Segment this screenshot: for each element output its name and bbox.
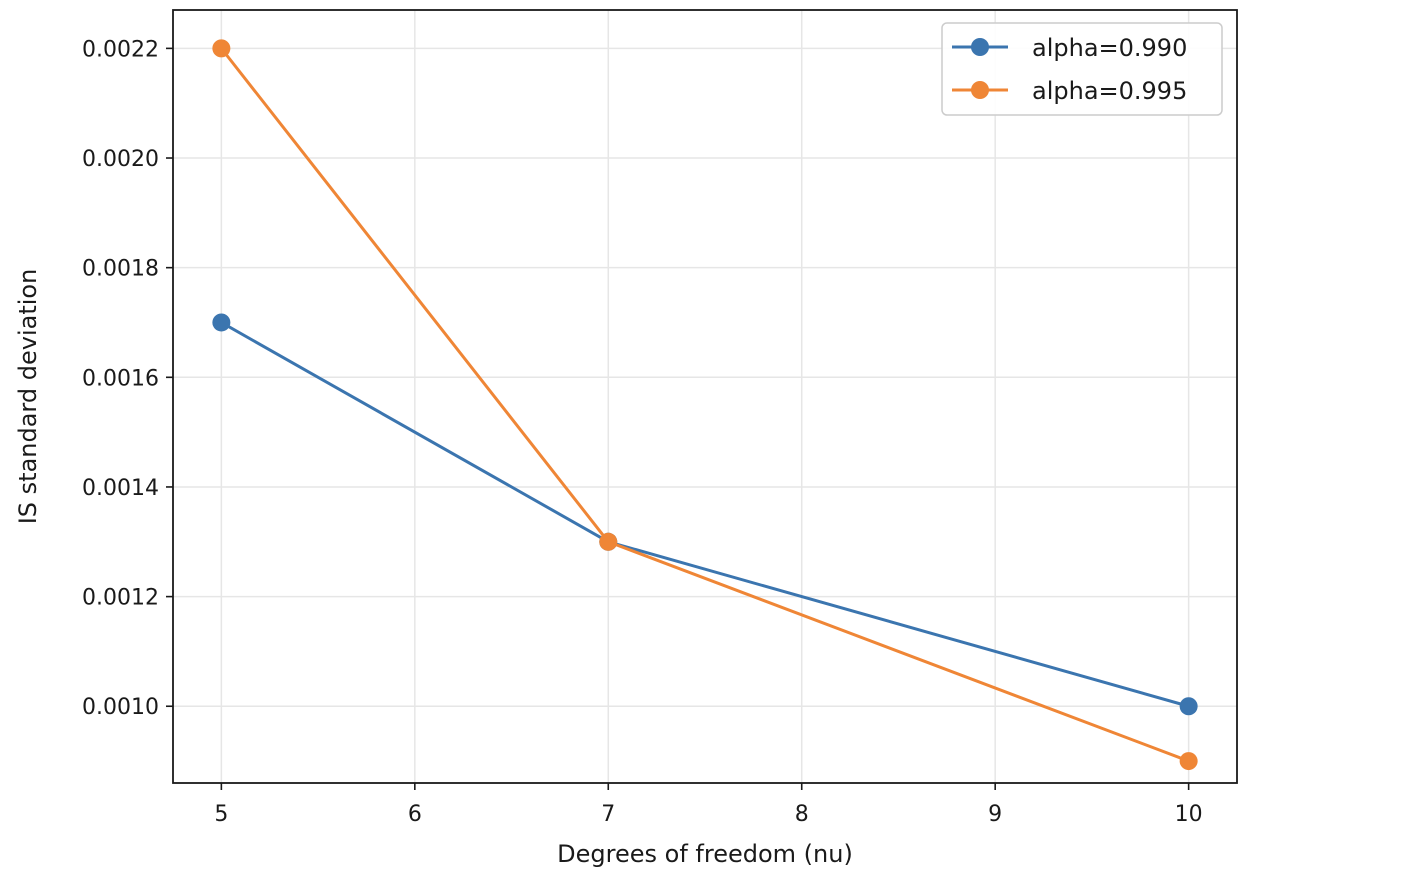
y-tick-label: 0.0022 bbox=[82, 37, 159, 62]
x-tick-label: 8 bbox=[795, 802, 809, 827]
data-point bbox=[212, 313, 231, 332]
x-tick-label: 9 bbox=[988, 802, 1002, 827]
plot-frame bbox=[172, 9, 1238, 784]
x-tick-label: 10 bbox=[1175, 802, 1203, 827]
legend-marker bbox=[971, 38, 989, 56]
y-tick-label: 0.0018 bbox=[82, 257, 159, 282]
y-tick-label: 0.0012 bbox=[82, 586, 159, 611]
data-point bbox=[1179, 697, 1198, 716]
y-tick-label: 0.0020 bbox=[82, 147, 159, 172]
legend-box bbox=[941, 22, 1223, 116]
grid bbox=[173, 10, 1237, 783]
y-tick-label: 0.0010 bbox=[82, 695, 159, 720]
axis-ticks: 5 6 7 8 9 10 0.0010 0.0012 0.0014 0.0016 0.0018 0.0… bbox=[82, 37, 1203, 827]
series-layer bbox=[212, 39, 1198, 771]
y-tick-label: 0.0016 bbox=[82, 366, 159, 391]
legend-label: alpha=0.990 bbox=[1032, 34, 1187, 62]
x-tick-label: 5 bbox=[214, 802, 228, 827]
data-point bbox=[1179, 752, 1198, 771]
legend: alpha=0.990 alpha=0.995 bbox=[941, 22, 1223, 116]
legend-label: alpha=0.995 bbox=[1032, 77, 1187, 105]
x-tick-label: 7 bbox=[601, 802, 615, 827]
y-axis-label: IS standard deviation bbox=[14, 269, 42, 525]
x-tick-label: 6 bbox=[408, 802, 422, 827]
series-line-1 bbox=[220, 321, 1190, 708]
x-axis-label: Degrees of freedom (nu) bbox=[557, 840, 853, 868]
legend-marker bbox=[971, 81, 989, 99]
data-point bbox=[212, 39, 231, 58]
data-point bbox=[599, 532, 618, 551]
y-tick-label: 0.0014 bbox=[82, 476, 159, 501]
